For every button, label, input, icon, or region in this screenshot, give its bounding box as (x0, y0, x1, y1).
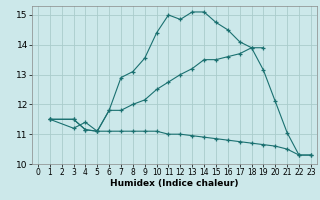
X-axis label: Humidex (Indice chaleur): Humidex (Indice chaleur) (110, 179, 239, 188)
